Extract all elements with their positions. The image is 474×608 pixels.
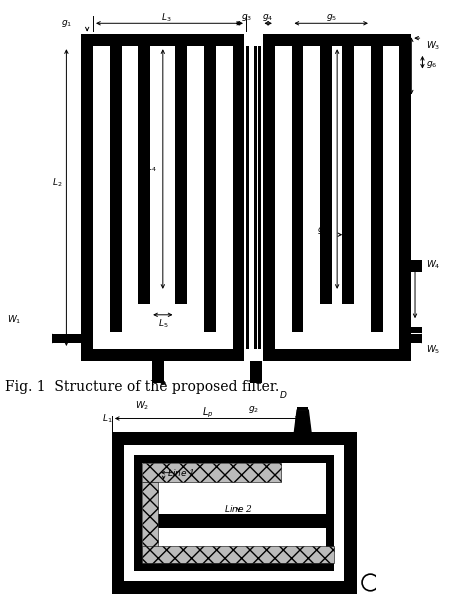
Bar xyxy=(371,35,383,332)
Bar xyxy=(400,35,411,361)
Text: $Line$ 2: $Line$ 2 xyxy=(224,503,253,514)
Text: $g_6$: $g_6$ xyxy=(426,58,438,69)
Text: $W_1$: $W_1$ xyxy=(7,314,22,326)
Bar xyxy=(112,432,125,593)
Bar xyxy=(258,46,262,349)
Bar xyxy=(344,432,356,593)
Bar xyxy=(175,35,187,303)
Bar xyxy=(292,35,383,46)
Bar xyxy=(411,327,434,333)
Bar xyxy=(110,35,122,332)
Bar xyxy=(320,35,354,46)
Bar xyxy=(297,402,308,410)
Bar xyxy=(263,35,275,361)
Text: $L_5$: $L_5$ xyxy=(157,318,168,330)
Bar xyxy=(81,35,245,46)
Bar xyxy=(134,455,334,463)
Text: $L_6$: $L_6$ xyxy=(320,173,331,185)
Text: $W_4$: $W_4$ xyxy=(426,258,441,271)
Bar xyxy=(250,361,262,390)
Bar xyxy=(138,35,187,46)
Bar xyxy=(52,334,93,343)
Bar xyxy=(320,35,332,303)
Bar xyxy=(110,35,216,46)
Bar xyxy=(143,482,158,563)
Bar xyxy=(254,46,257,349)
Bar xyxy=(292,35,303,332)
Bar xyxy=(204,35,216,332)
Bar xyxy=(326,455,334,572)
Text: $W_5$: $W_5$ xyxy=(426,344,440,356)
Text: $L_p$: $L_p$ xyxy=(201,406,213,420)
Bar xyxy=(112,581,356,593)
Bar xyxy=(134,563,334,572)
Text: $g_5$: $g_5$ xyxy=(326,12,337,23)
Bar xyxy=(143,547,334,563)
Circle shape xyxy=(155,386,172,402)
Polygon shape xyxy=(294,410,311,432)
Bar xyxy=(246,46,249,349)
Circle shape xyxy=(255,386,272,402)
Text: $L_3$: $L_3$ xyxy=(161,12,171,24)
Text: $D$: $D$ xyxy=(279,389,288,399)
Polygon shape xyxy=(422,330,452,347)
Text: $L_4$: $L_4$ xyxy=(146,162,157,174)
Text: $g_4$: $g_4$ xyxy=(263,12,274,23)
Bar xyxy=(400,260,441,272)
Text: $W_2$: $W_2$ xyxy=(135,399,150,412)
Bar xyxy=(112,432,356,445)
Text: $g_3$: $g_3$ xyxy=(241,12,253,23)
Bar xyxy=(81,35,93,361)
Text: $L_2$: $L_2$ xyxy=(52,176,63,189)
Text: $g_7$: $g_7$ xyxy=(317,226,328,237)
Circle shape xyxy=(362,574,379,591)
Bar xyxy=(233,35,245,361)
Bar xyxy=(400,334,422,343)
Text: Fig. 1  Structure of the proposed filter.: Fig. 1 Structure of the proposed filter. xyxy=(5,380,279,394)
Bar xyxy=(263,35,411,46)
Bar xyxy=(342,35,354,303)
Text: $L_1$: $L_1$ xyxy=(102,412,112,424)
Bar xyxy=(152,361,164,390)
Bar xyxy=(158,514,334,528)
Text: $W_3$: $W_3$ xyxy=(426,40,440,52)
Bar xyxy=(263,349,411,361)
Text: $g_1$: $g_1$ xyxy=(61,18,72,29)
Bar xyxy=(134,455,143,572)
Bar xyxy=(81,349,245,361)
Text: $Line$ 1: $Line$ 1 xyxy=(166,467,194,478)
Text: $g_2$: $g_2$ xyxy=(248,404,259,415)
Polygon shape xyxy=(22,330,52,347)
Bar xyxy=(138,35,150,303)
Bar xyxy=(143,463,281,482)
Bar xyxy=(411,266,434,272)
